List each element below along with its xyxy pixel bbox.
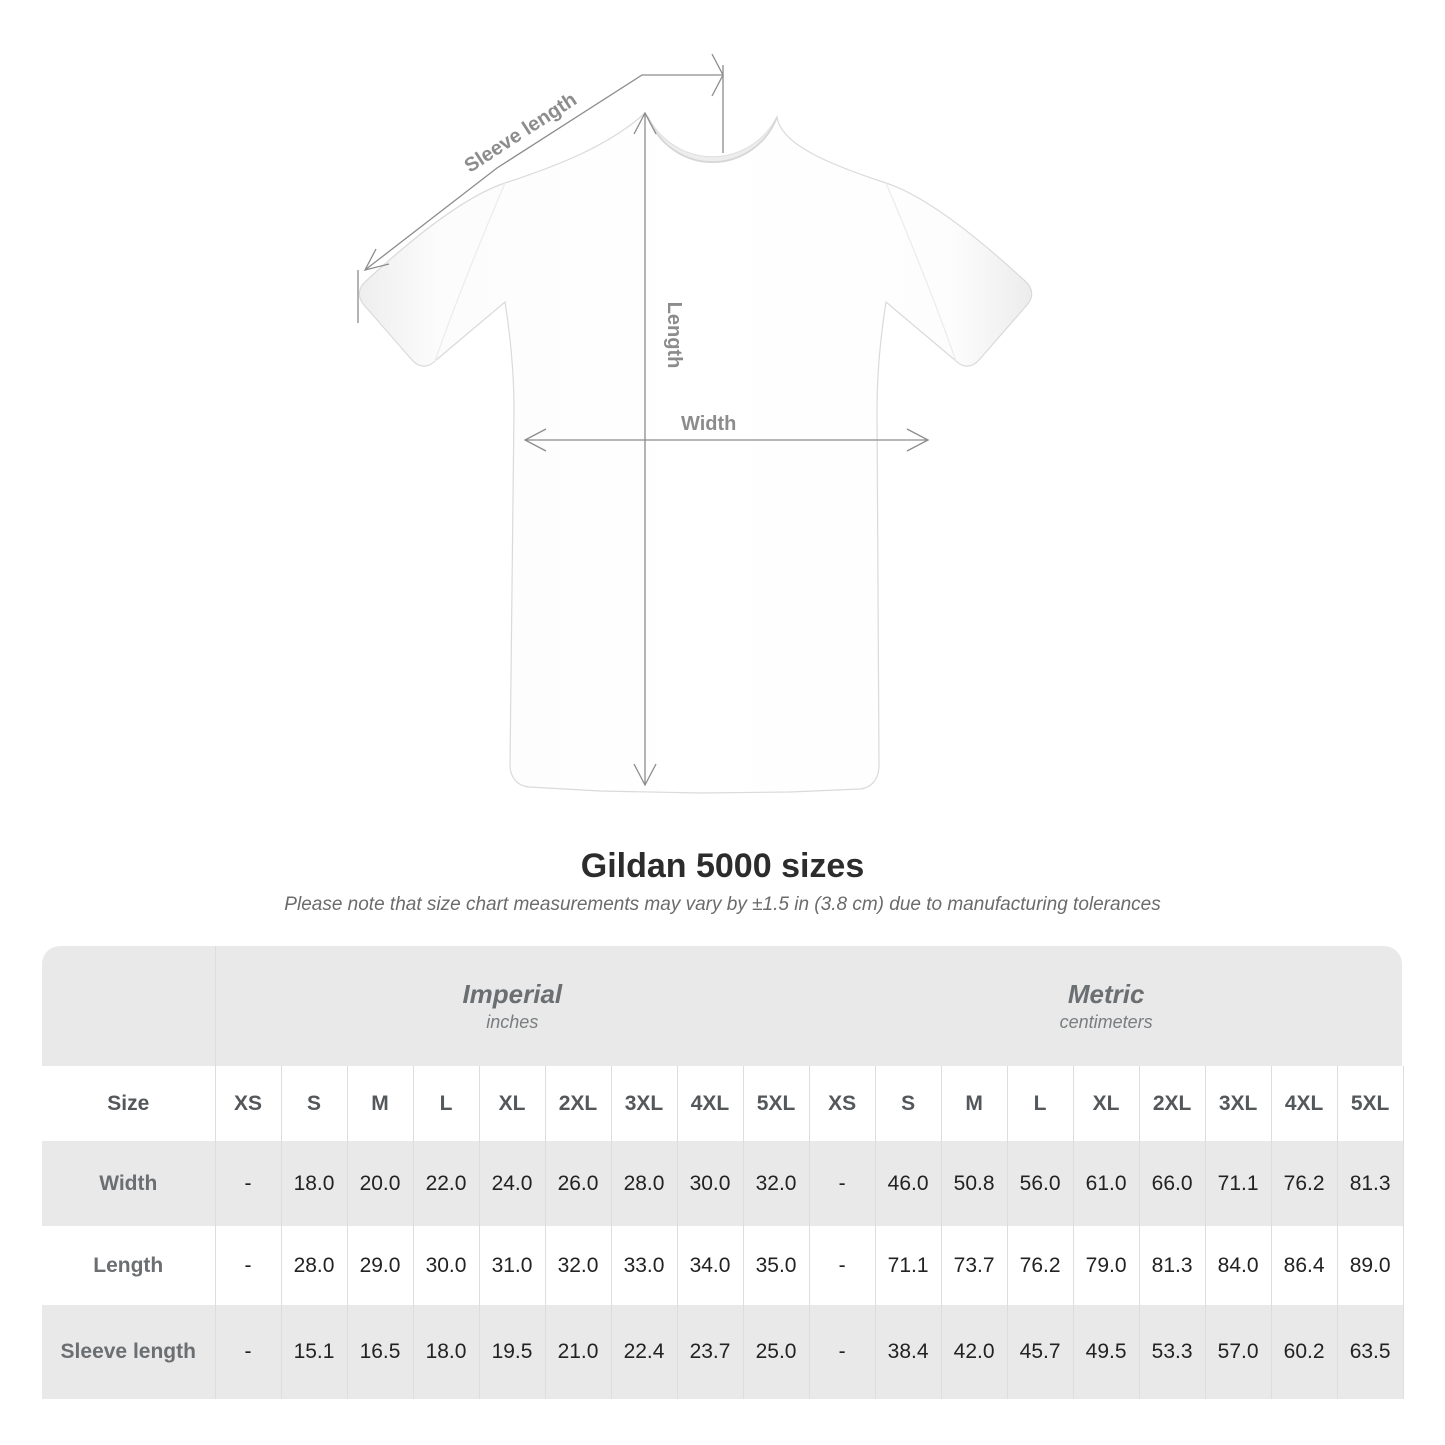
- svg-text:Length: Length: [663, 302, 685, 369]
- svg-text:Width: Width: [681, 413, 736, 435]
